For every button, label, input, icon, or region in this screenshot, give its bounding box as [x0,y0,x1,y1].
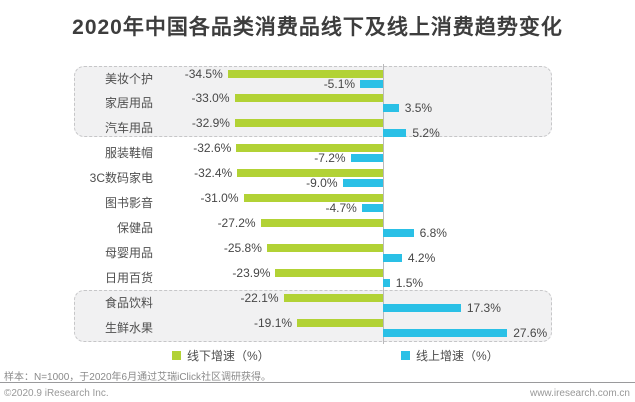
offline-bar [275,268,383,277]
category-label: 3C数码家电 [89,171,153,186]
category-label: 服装鞋帽 [104,146,153,161]
offline-bar [237,169,383,178]
legend-label-offline: 线下增速（%） [187,349,270,363]
category-label: 图书影音 [104,196,153,210]
online-value-label: -9.0% [306,176,338,191]
offline-bar [283,293,383,302]
online-series-swatch-icon [401,351,410,360]
offline-value-label: -33.0% [191,91,230,106]
offline-value-label: -34.5% [184,66,223,81]
online-bar [383,303,461,312]
offline-value-label: -22.1% [240,290,279,305]
chart-title: 2020年中国各品类消费品线下及线上消费趋势变化 [72,16,563,39]
online-value-label: 27.6% [513,325,548,340]
offline-series-swatch-icon [172,351,181,360]
online-value-label: 4.2% [407,250,436,265]
online-bar [383,253,402,262]
offline-value-label: -32.9% [191,116,230,131]
online-bar [383,228,414,237]
online-value-label: -5.1% [323,76,356,91]
category-label: 汽车用品 [104,121,153,136]
offline-bar [227,69,383,78]
legend-label-online: 线上增速（%） [416,349,499,363]
legend-item-online: 线上增速（%） [401,347,499,364]
category-label: 食品饮料 [104,295,153,310]
website-link[interactable]: www.iresearch.com.cn [529,388,630,399]
category-label: 生鲜水果 [104,320,153,335]
online-bar [383,104,399,113]
copyright-text: ©2020.9 iResearch Inc. [4,388,109,399]
online-value-label: 3.5% [404,101,433,116]
online-value-label: -4.7% [325,201,357,215]
online-value-label: -7.2% [314,151,346,166]
offline-value-label: -27.2% [217,215,256,230]
online-bar [350,154,383,163]
offline-bar [243,194,383,202]
online-bar [383,129,407,138]
offline-bar [236,144,383,153]
category-label: 日用百货 [104,270,153,285]
offline-value-label: -19.1% [254,315,293,330]
online-bar [361,204,383,212]
online-value-label: 5.2% [412,126,440,141]
offline-value-label: -32.4% [194,166,233,181]
chart-legend: 线下增速（%） 线上增速（%） [0,347,635,365]
online-bar [383,278,390,287]
online-value-label: 17.3% [466,300,501,315]
footer-divider [0,382,635,383]
offline-value-label: -25.8% [223,240,262,255]
offline-bar [260,218,383,227]
zero-axis-line [383,64,384,344]
legend-item-offline: 线下增速（%） [172,347,270,364]
online-bar [383,328,508,337]
online-value-label: 6.8% [419,225,447,240]
offline-bar [266,243,383,252]
offline-value-label: -23.9% [232,265,271,280]
category-label: 保健品 [116,220,153,235]
offline-bar [234,94,383,103]
sample-note: 样本：N=1000，于2020年6月通过艾瑞iClick社区调研获得。 [4,372,272,383]
offline-value-label: -31.0% [200,191,239,205]
offline-value-label: -32.6% [193,141,232,156]
bar-chart: 美妆个护 -34.5% -5.1% 家居用品 -33.0% 3.5% 汽车用品 -32.9% 5… [0,56,635,348]
offline-bar [297,318,383,327]
online-bar [360,79,383,88]
online-bar [342,179,383,188]
category-label: 家居用品 [104,96,153,111]
category-label: 母婴用品 [104,245,153,260]
offline-bar [234,119,383,128]
online-value-label: 1.5% [395,275,424,290]
category-label: 美妆个护 [104,71,153,86]
